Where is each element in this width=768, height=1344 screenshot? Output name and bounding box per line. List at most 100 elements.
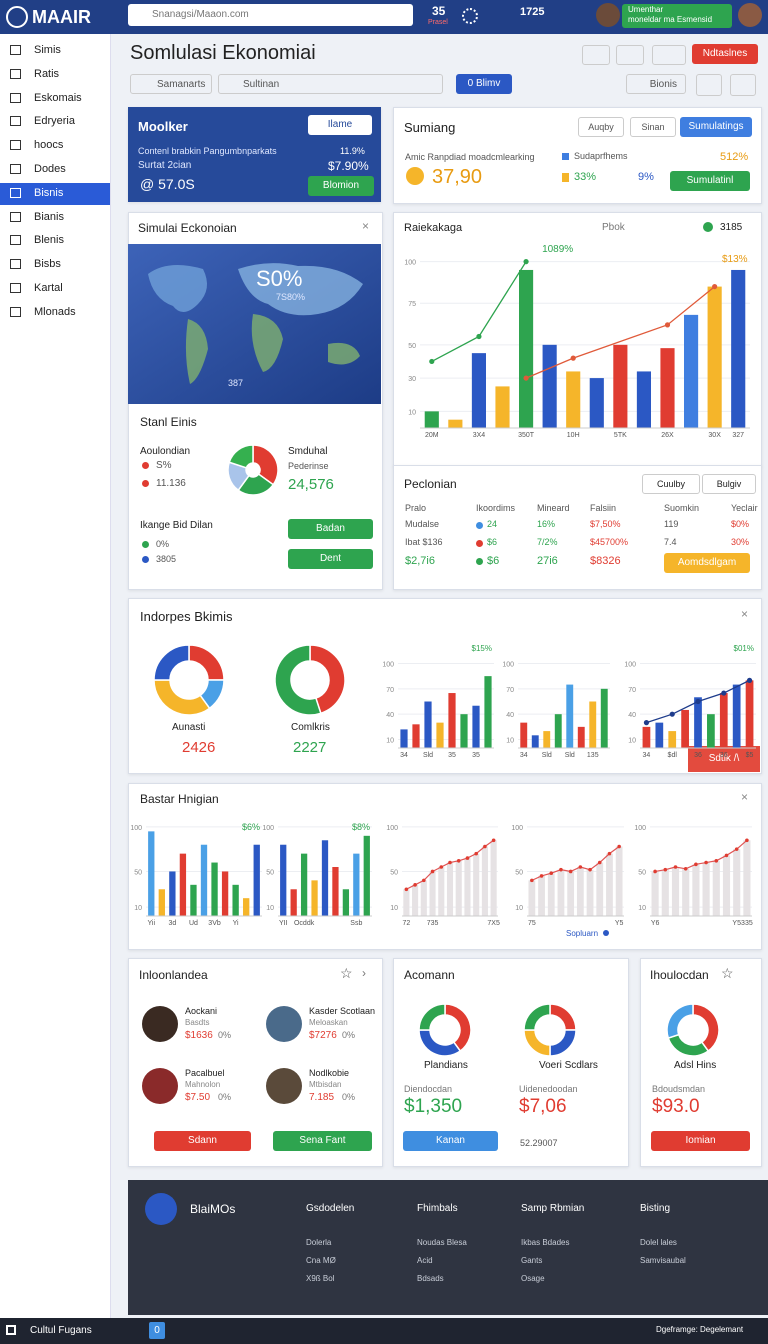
tool-button[interactable] — [582, 45, 610, 65]
close[interactable]: × — [741, 607, 749, 621]
button[interactable]: Sdtlk /\ — [688, 746, 760, 772]
close[interactable]: × — [741, 790, 749, 804]
footer-link[interactable]: Bdsads — [417, 1274, 444, 1283]
button[interactable]: Aomdsdlgam — [664, 553, 750, 573]
footer-link[interactable]: Acid — [417, 1256, 433, 1265]
footer-heading: Gsdodelen — [306, 1203, 355, 1214]
footer-heading: Fhimbals — [417, 1203, 458, 1214]
donut-label: Voeri Scdlars — [539, 1060, 598, 1071]
value: @ 57.0S — [140, 176, 195, 192]
button[interactable]: Kanan — [403, 1131, 498, 1151]
nav-icon — [10, 306, 21, 317]
search-input[interactable]: Sultinan — [218, 74, 443, 94]
nav-item[interactable]: Simis — [34, 44, 61, 56]
footer-link[interactable]: X9ß Bol — [306, 1274, 335, 1283]
nav-item[interactable]: Bisnis — [34, 186, 64, 199]
dot — [476, 558, 483, 565]
person-name: Nodlkobie — [309, 1068, 350, 1078]
nav-item[interactable]: hoocs — [34, 139, 64, 152]
select[interactable]: Auqby — [578, 117, 624, 137]
footer-link[interactable]: Samvisaubal — [640, 1256, 686, 1265]
nav-icon — [10, 283, 21, 293]
footer-link[interactable]: Noudas Blesa — [417, 1238, 467, 1247]
button[interactable]: Badan — [288, 519, 373, 539]
badge[interactable]: 0 — [149, 1322, 165, 1339]
nav-item[interactable]: Eskomais — [34, 91, 82, 104]
cell: $7,50% — [590, 519, 621, 529]
select[interactable]: Ilame — [308, 115, 372, 135]
card-title: Indorpes Bkimis — [140, 609, 233, 624]
nav-item[interactable]: Kartal — [34, 282, 63, 294]
action-button[interactable]: Bionis — [626, 74, 686, 94]
column-header: Mineard — [537, 503, 570, 513]
toggle-button[interactable]: Blomion — [308, 176, 374, 196]
legend: Pbok — [602, 222, 625, 233]
person-value: $7276 — [309, 1030, 337, 1041]
button[interactable]: Iomian — [651, 1131, 750, 1151]
nav-item[interactable]: Edryeria — [34, 115, 75, 128]
value: 37,90 — [432, 166, 483, 188]
avatar[interactable] — [738, 3, 762, 27]
column-header: Falsiin — [590, 503, 617, 513]
tool-button[interactable] — [730, 74, 756, 96]
nav-item[interactable]: Ratis — [34, 67, 60, 80]
toggle[interactable]: 0 Blimv — [456, 74, 512, 94]
badge: 3185 — [720, 222, 743, 233]
nav-icon — [10, 45, 21, 55]
nav-icon — [10, 140, 21, 151]
card-title: Inloonlandea — [139, 968, 208, 982]
map-value: S0% — [256, 266, 303, 291]
footer-link[interactable]: Cna MØ — [306, 1256, 336, 1265]
map-sub: 7S80% — [276, 292, 306, 302]
label: 0% — [156, 539, 170, 549]
row-label: Contenl brabkin Pangumbnparkats — [138, 146, 277, 156]
button[interactable]: Sumulatinl — [670, 171, 750, 191]
nav-item[interactable]: Bisbs — [34, 258, 61, 271]
cell: 27i6 — [537, 555, 558, 567]
column-header: Yeclair — [731, 503, 758, 513]
label: Uidenedoodan — [519, 1084, 578, 1094]
legend-value: 512% — [720, 151, 749, 163]
nav-item[interactable]: Dodes — [34, 163, 66, 175]
button[interactable]: Sena Fant — [273, 1131, 372, 1151]
button[interactable]: Dent — [288, 549, 373, 569]
tool-button[interactable] — [616, 45, 644, 65]
cta-button[interactable]: Ndtaslnes — [692, 44, 758, 64]
tab[interactable]: Sinan — [630, 117, 676, 137]
icon — [703, 222, 713, 232]
nav-item[interactable]: Blenis — [34, 234, 64, 247]
person-value: $7.50 — [185, 1092, 211, 1103]
icon[interactable] — [462, 8, 478, 24]
search-box[interactable]: Snanagsi/Maaon.com — [128, 4, 413, 26]
button[interactable]: Sdann — [154, 1131, 251, 1151]
count-label: Prasel — [428, 19, 448, 26]
footer-link[interactable]: Dolerla — [306, 1238, 332, 1247]
star[interactable]: ☆ — [340, 965, 353, 981]
card-title: Bastar Hnigian — [140, 792, 219, 806]
button[interactable]: Cuulby — [642, 474, 700, 494]
user-box[interactable] — [622, 4, 732, 28]
label: Ikange Bid Dilan — [140, 520, 213, 531]
person-value: $1636 — [185, 1030, 213, 1041]
label: Amic Ranpdiad moadcmlearking — [405, 152, 535, 162]
star[interactable]: ☆ — [721, 965, 734, 981]
filter[interactable]: Samanarts — [130, 74, 212, 94]
close[interactable]: × — [362, 219, 370, 233]
footer-link[interactable]: Osage — [521, 1274, 545, 1283]
nav-item[interactable]: Mlonads — [34, 305, 76, 318]
chevron[interactable]: › — [362, 966, 366, 980]
footer-link[interactable]: Dolel lales — [640, 1238, 677, 1247]
dot — [603, 930, 609, 936]
nav-item[interactable]: Bianis — [34, 210, 64, 223]
map-corner: 387 — [228, 378, 244, 388]
tool-button[interactable] — [652, 45, 686, 65]
footer-link[interactable]: Ikbas Bdades — [521, 1238, 570, 1247]
value: $7,06 — [519, 1096, 567, 1117]
person-name: Pacalbuel — [185, 1068, 225, 1078]
avatar[interactable] — [596, 3, 620, 27]
tool-button[interactable] — [696, 74, 722, 96]
button[interactable]: Bulgiv — [702, 474, 756, 494]
button[interactable]: Sumulatings — [680, 117, 752, 137]
footer-link[interactable]: Gants — [521, 1256, 543, 1265]
